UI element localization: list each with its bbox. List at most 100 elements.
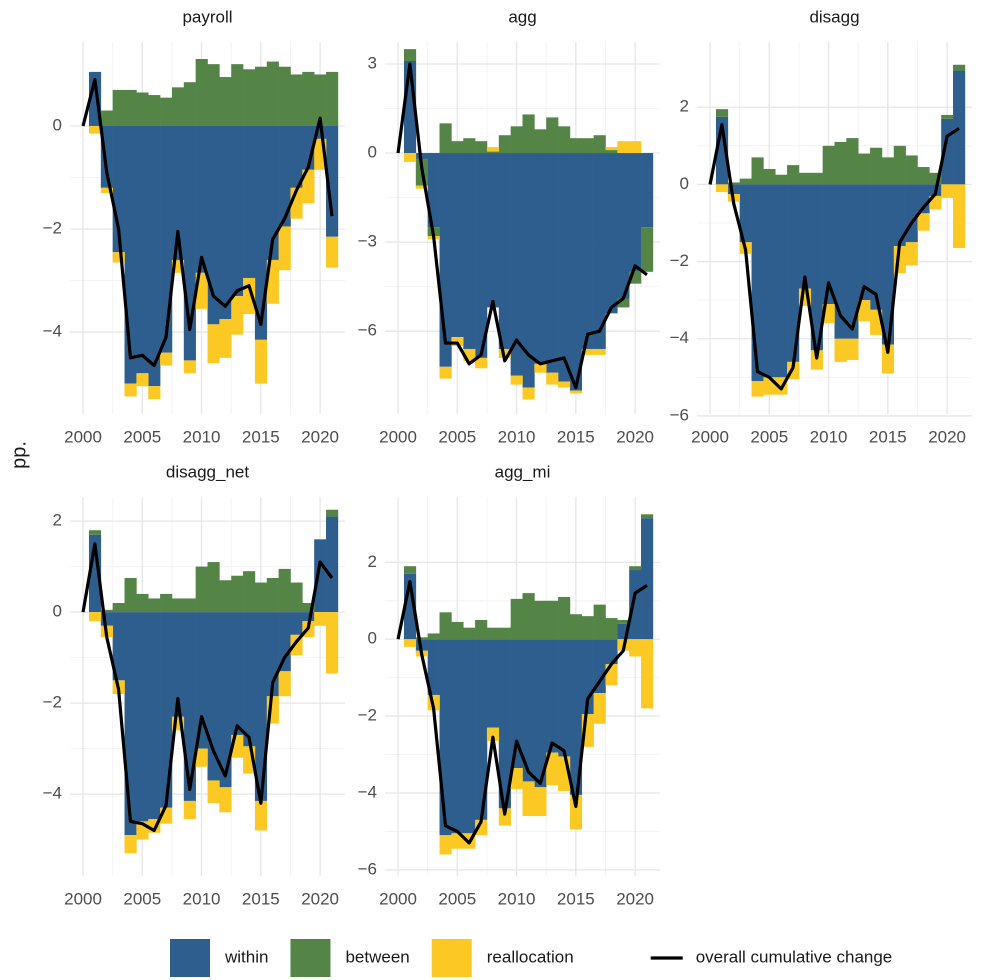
bar-segment [787,165,800,185]
x-tick-label: 2015 [242,889,280,908]
bar-segment [427,639,440,695]
bar-segment [629,570,642,640]
bar-segment [617,153,630,299]
bar-segment [219,580,232,613]
bar-segment [451,153,464,338]
bar-segment [510,153,523,376]
bar-segment [486,627,500,640]
bar-segment [439,639,452,836]
y-tick-label: −4 [43,784,62,803]
bar-segment [124,89,137,126]
bar-segment [314,612,327,626]
bar-segment [463,627,476,640]
bar-segment [302,169,315,204]
bar-segment [641,518,654,640]
x-tick-label: 2000 [64,427,102,446]
bar-segment [522,153,535,388]
bar-segment [834,141,847,185]
bar-segment [941,184,954,198]
bar-segment [534,363,547,373]
bar-segment [183,82,196,126]
line [708,122,960,391]
bar-segment [834,184,847,339]
bar-segment [546,600,559,640]
bar-segment [171,598,185,613]
bar-segment [498,639,511,809]
y-axis-label: pp. [8,441,30,469]
bar-segment [219,787,232,813]
bar-segment [148,95,161,126]
bar-segment [834,338,847,362]
bar-segment [475,620,488,640]
bar-segment [88,125,102,134]
bar-segment [451,833,464,849]
bar-segment [715,109,729,117]
bar-segment [617,141,630,154]
x-tick-label: 2020 [616,889,654,908]
bar-segment [112,603,125,613]
bar-segment [522,593,535,640]
bar-segment [739,178,752,185]
bar-segment [569,390,583,394]
bar-segment [463,153,476,349]
bar-segment [498,153,511,349]
bar-segment [124,577,137,613]
bar-segment [629,566,642,571]
bar-segment [858,153,871,185]
bar-segment [160,593,173,613]
bar-segment [751,157,764,185]
bar-segment [581,153,594,349]
bar-segment [941,114,954,119]
bar-segment [136,593,149,613]
y-tick-label: 2 [53,511,62,530]
bar-segment [641,639,654,709]
bar-segment [314,539,327,613]
bar-segment [171,87,185,126]
x-tick-label: 2005 [438,889,476,908]
bar-segment [558,126,571,154]
bar-segment [810,184,823,351]
bar-segment [207,780,220,804]
bar-segment [486,151,500,154]
bar-segment [278,125,291,227]
x-tick-label: 2005 [123,427,161,446]
bar-segment [881,344,895,374]
bar-segment [569,794,583,830]
bar-segment [136,373,149,387]
y-tick-label: −2 [670,251,689,270]
bar-segment [522,781,535,817]
bar-segment [858,184,871,301]
bar-segment [278,612,291,672]
bar-segment [929,172,942,185]
x-tick-label: 2000 [691,427,729,446]
panel-title: disagg_net [166,462,249,481]
y-tick-label: 0 [680,174,689,193]
bar-segment [917,167,930,185]
panel: agg −6 −3 0 3 2000 2005 2010 2015 2020 [358,7,660,446]
bar-segment [798,172,812,185]
bar-segment [629,153,642,272]
bar-segment [439,612,452,640]
y-tick-label: −4 [43,322,62,341]
bar-segment [810,172,823,185]
x-tick-label: 2010 [498,427,536,446]
bar-segment [124,383,137,397]
bar-segment [290,74,303,126]
bar-segment [243,571,256,613]
bar-segment [403,639,417,647]
bar-segment [326,509,339,517]
bar-segment [953,70,966,185]
y-tick-label: 0 [368,143,377,162]
bar-segment [510,639,523,768]
x-tick-label: 2005 [750,427,788,446]
bar-segment [266,61,279,126]
bar-segment [219,319,232,358]
bar-segment [641,153,654,228]
bar-segment [475,153,488,358]
bar-segment [905,155,918,185]
bar-segment [231,296,244,335]
bar-segment [195,566,208,613]
y-tick-label: −3 [358,232,377,251]
bar-segment [498,348,511,358]
